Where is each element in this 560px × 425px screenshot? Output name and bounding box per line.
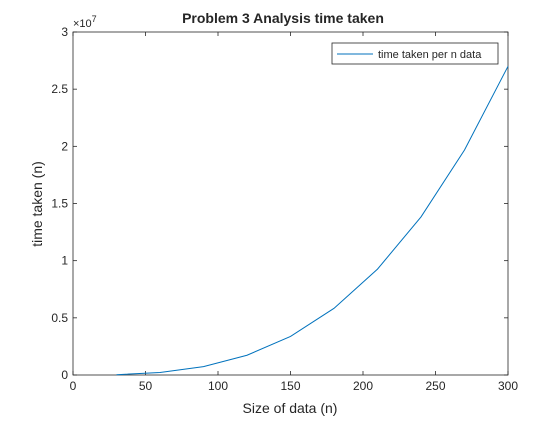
legend-label: time taken per n data (378, 49, 482, 61)
y-tick-label: 0 (61, 368, 68, 382)
series-layer (116, 66, 509, 376)
y-exponent-label: ×107 (73, 14, 97, 30)
legend-box (331, 42, 499, 65)
y-tick-label: 2.5 (51, 82, 68, 96)
x-tick-labels: 0 50 100 150 200 250 300 (70, 379, 519, 393)
x-tick-label: 150 (280, 379, 300, 393)
chart-title: Problem 3 Analysis time taken (182, 10, 384, 26)
y-tick-labels: 0 0.5 1 1.5 2 2.5 3 (51, 25, 68, 382)
x-tick-label: 100 (208, 379, 228, 393)
y-exponent-power: 7 (92, 14, 97, 24)
y-tick-label: 1.5 (51, 197, 68, 211)
y-tick-label: 2 (61, 139, 68, 153)
y-tick-label: 0.5 (51, 311, 68, 325)
series-line (116, 66, 509, 376)
y-tick-label: 3 (61, 25, 68, 39)
plot-area (72, 31, 509, 376)
x-tick-label: 0 (70, 379, 77, 393)
x-tick-label: 200 (353, 379, 373, 393)
y-tick-label: 1 (61, 254, 68, 268)
legend: time taken per n data (331, 42, 499, 65)
axis-ticks (72, 31, 509, 376)
y-axis-label: time taken (n) (29, 161, 45, 247)
x-tick-label: 50 (139, 379, 153, 393)
y-exponent-base: ×10 (73, 18, 92, 30)
x-tick-label: 300 (498, 379, 518, 393)
x-axis-label: Size of data (n) (243, 400, 338, 416)
x-tick-label: 250 (425, 379, 445, 393)
